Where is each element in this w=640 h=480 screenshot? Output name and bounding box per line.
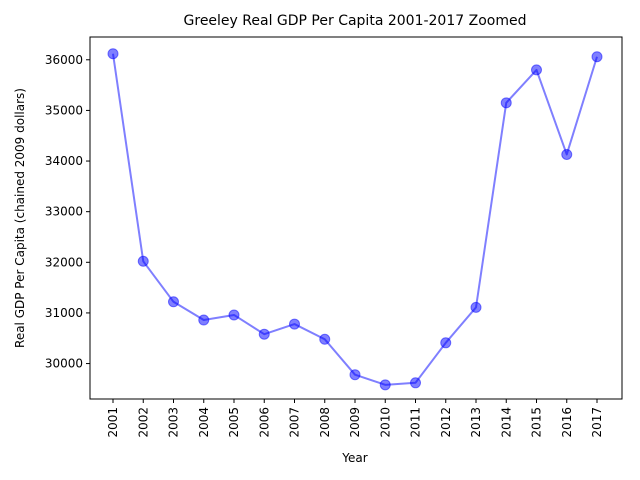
data-point: [500, 97, 512, 109]
x-tick-label: 2005: [227, 407, 241, 438]
x-tick-label: 2010: [378, 407, 392, 438]
x-tick-label: 2011: [409, 407, 423, 438]
data-point: [198, 314, 210, 326]
x-tick-label: 2003: [167, 407, 181, 438]
x-tick-label: 2015: [530, 407, 544, 438]
x-tick-label: 2004: [197, 407, 211, 438]
x-tick-label: 2013: [469, 407, 483, 438]
data-point: [228, 309, 240, 321]
data-point: [168, 296, 179, 308]
data-point: [410, 377, 421, 389]
x-tick-label: 2014: [499, 407, 513, 438]
data-point: [289, 318, 300, 330]
data-point: [137, 255, 149, 267]
y-tick-label: 30000: [45, 357, 83, 371]
x-axis-label: Year: [341, 451, 367, 465]
y-tick-label: 35000: [45, 103, 83, 117]
y-tick-label: 33000: [45, 205, 83, 219]
data-point: [591, 51, 603, 63]
y-tick-label: 34000: [45, 154, 83, 168]
chart-title: Greeley Real GDP Per Capita 2001-2017 Zo…: [184, 13, 527, 29]
y-axis-label: Real GDP Per Capita (chained 2009 dollar…: [13, 88, 27, 348]
y-tick-label: 31000: [45, 306, 83, 320]
x-tick-label: 2012: [439, 407, 453, 438]
plot-area: [89, 36, 623, 400]
data-point: [258, 328, 270, 340]
x-axis: 2001 2002 2003 2004 2005 2006 2007 2008 2009 2010…: [106, 399, 604, 438]
data-point: [561, 148, 573, 160]
series-group: [107, 48, 603, 391]
x-tick-label: 2016: [560, 407, 574, 438]
x-tick-label: 2001: [106, 407, 120, 438]
data-point: [319, 333, 331, 345]
data-point: [349, 369, 361, 381]
x-tick-label: 2007: [288, 407, 302, 438]
data-point: [440, 337, 452, 349]
y-tick-label: 36000: [45, 53, 83, 67]
x-tick-label: 2008: [318, 407, 332, 438]
data-point: [107, 48, 119, 60]
x-tick-label: 2006: [257, 407, 271, 438]
y-axis: 30000 31000 32000 33000 34000 35000 36000: [45, 53, 90, 371]
data-point: [470, 301, 482, 313]
data-point: [379, 379, 391, 391]
data-point: [531, 64, 542, 76]
x-tick-label: 2017: [590, 407, 604, 438]
y-tick-label: 32000: [45, 255, 83, 269]
x-tick-label: 2009: [348, 407, 362, 438]
x-tick-label: 2002: [136, 407, 150, 438]
